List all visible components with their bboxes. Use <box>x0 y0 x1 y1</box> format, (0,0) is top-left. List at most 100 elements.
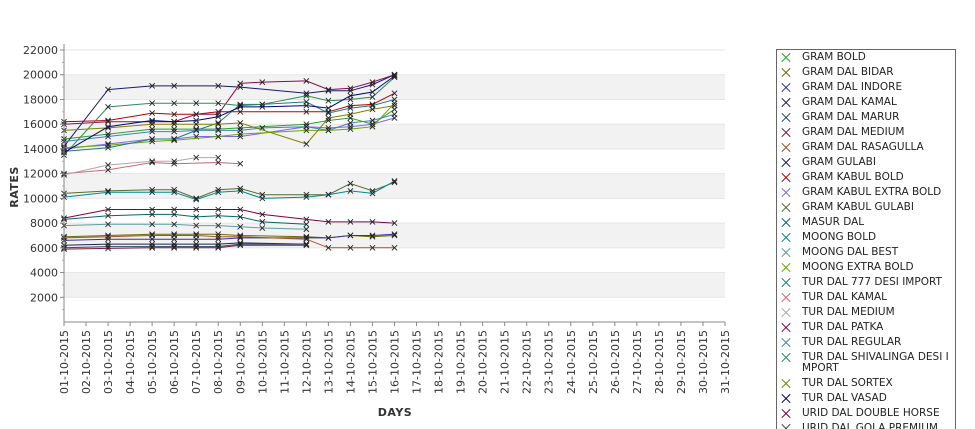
legend-marker-icon <box>780 262 792 273</box>
data-point <box>303 194 310 201</box>
y-tick-label: 14000 <box>23 143 58 156</box>
legend-marker-icon <box>780 352 792 363</box>
data-point <box>105 123 111 130</box>
series-gram-dal-marur <box>61 241 310 251</box>
data-point <box>325 235 332 241</box>
data-point <box>171 136 178 142</box>
data-point <box>369 123 376 130</box>
data-point <box>237 233 244 240</box>
data-point <box>171 221 178 228</box>
data-point <box>105 86 111 93</box>
y-tick-label: 10000 <box>23 192 58 205</box>
line-chart: 2000 4000 6000 8000 10000 12000 14000 16000 1800… <box>8 44 732 419</box>
legend-label: URID DAL DOUBLE HORSE <box>802 407 940 419</box>
data-point <box>303 242 310 249</box>
y-tick-label: 6000 <box>30 242 58 255</box>
legend-label: TUR DAL REGULAR <box>802 336 902 348</box>
data-point <box>171 160 178 167</box>
x-tick-label: 29-10-2015 <box>675 330 688 394</box>
data-point <box>259 195 266 202</box>
data-point <box>303 123 310 130</box>
legend-label: TUR DAL SORTEX <box>802 377 893 389</box>
x-tick-label: 27-10-2015 <box>631 330 644 394</box>
legend-label: TUR DAL 777 DESI IMPORT <box>802 276 942 288</box>
legend-item: TUR DAL SHIVALINGA DESI I MPORT <box>777 350 955 376</box>
data-point <box>105 212 111 219</box>
data-point <box>237 133 244 140</box>
data-point <box>193 195 200 202</box>
data-point <box>347 188 354 194</box>
data-point <box>303 221 310 228</box>
data-point <box>259 79 266 86</box>
x-tick-label: 01-10-2015 <box>58 330 71 394</box>
legend-label: GRAM BOLD <box>802 51 866 63</box>
x-tick-label: 18-10-2015 <box>433 330 446 394</box>
series-tur-dal-kamal <box>61 159 244 177</box>
data-point <box>303 216 310 223</box>
data-point <box>171 211 178 218</box>
series-line <box>63 242 307 246</box>
data-point <box>149 211 156 218</box>
legend-item: TUR DAL SORTEX <box>777 376 955 391</box>
data-point <box>325 117 332 124</box>
data-point <box>325 218 332 225</box>
data-point <box>105 144 111 151</box>
data-point <box>325 105 332 112</box>
legend-label: GRAM DAL MARUR <box>802 111 900 123</box>
legend-label: MOONG DAL BEST <box>802 246 899 258</box>
data-point <box>105 233 111 240</box>
legend-label: URID DAL GOLA PREMIUM <box>802 422 938 429</box>
legend-label: GRAM KABUL BOLD <box>802 171 904 183</box>
data-point <box>303 77 310 84</box>
data-point <box>237 120 244 126</box>
legend-item: TUR DAL VASAD <box>777 391 955 406</box>
data-point <box>391 220 398 227</box>
data-point <box>105 236 111 243</box>
x-tick-label: 31-10-2015 <box>719 330 732 394</box>
data-point <box>215 133 222 140</box>
series-masur-dal <box>61 211 310 228</box>
data-point <box>149 128 156 135</box>
series-line <box>63 244 307 250</box>
x-tick-label: 06-10-2015 <box>168 330 181 394</box>
x-tick-label: 24-10-2015 <box>565 330 578 394</box>
data-point <box>149 136 156 142</box>
data-point <box>149 118 156 125</box>
legend-label: GRAM DAL INDORE <box>802 81 903 93</box>
data-point <box>391 232 398 239</box>
data-point <box>347 87 354 94</box>
data-point <box>369 244 376 251</box>
series-line <box>63 108 395 140</box>
data-point <box>149 186 156 193</box>
data-point <box>303 121 310 128</box>
data-point <box>259 225 266 231</box>
grid-band <box>64 74 725 100</box>
data-point <box>391 90 398 97</box>
data-point <box>237 213 244 220</box>
grid-band <box>64 272 725 298</box>
legend-label: TUR DAL MEDIUM <box>802 306 895 318</box>
y-tick-label: 4000 <box>30 267 58 280</box>
data-point <box>369 117 376 124</box>
legend-item: GRAM KABUL EXTRA BOLD <box>777 185 955 200</box>
data-point <box>193 206 200 213</box>
series-line <box>63 235 395 249</box>
data-point <box>215 212 222 219</box>
data-point <box>215 236 222 243</box>
data-point <box>215 100 222 107</box>
data-point <box>237 235 244 241</box>
data-point <box>171 100 178 107</box>
data-point <box>193 243 200 250</box>
data-point <box>171 186 178 193</box>
x-tick-label: 09-10-2015 <box>234 330 247 394</box>
data-point <box>105 103 111 110</box>
data-point <box>347 232 354 239</box>
data-point <box>237 242 244 249</box>
legend-marker-icon <box>780 112 792 123</box>
data-point <box>149 221 156 228</box>
data-point <box>171 243 178 250</box>
data-point <box>105 245 111 252</box>
data-point <box>171 126 178 133</box>
x-tick-label: 15-10-2015 <box>366 330 379 394</box>
legend-marker-icon <box>780 52 792 63</box>
